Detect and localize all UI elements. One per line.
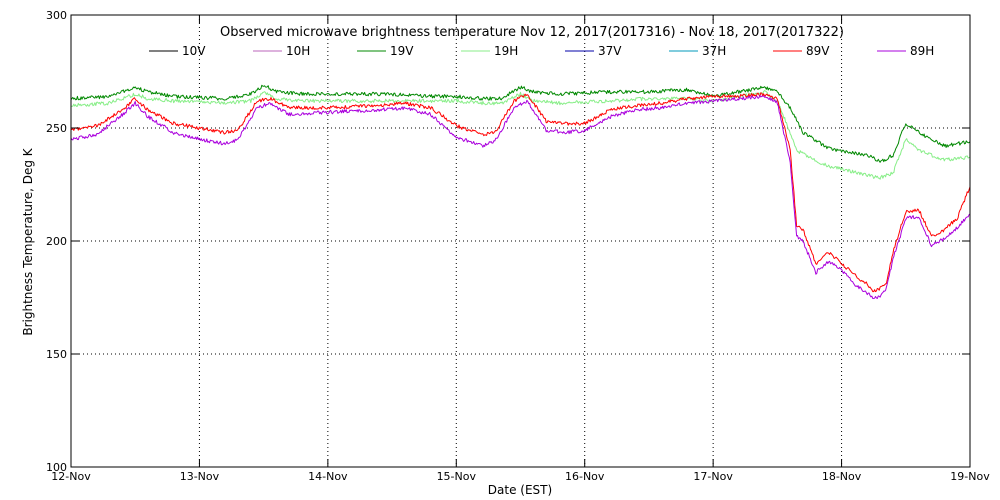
x-tick-label: 15-Nov [437, 470, 477, 483]
x-tick-label: 17-Nov [693, 470, 733, 483]
series-line-19v [70, 84, 971, 163]
legend-label-89h: 89H [910, 44, 934, 58]
x-tick-label: 18-Nov [822, 470, 862, 483]
chart-title: Observed microwave brightness temperatur… [220, 25, 844, 40]
y-tick-label: 150 [46, 348, 67, 361]
y-tick-label: 200 [46, 235, 67, 248]
ticks: 12-Nov 13-Nov 14-Nov 15-Nov 16-Nov 17-Nov 18-N… [46, 9, 990, 483]
series-line-89h [70, 94, 971, 299]
grid [71, 15, 970, 467]
series-line-89v [70, 92, 971, 293]
legend-label-19h: 19H [494, 44, 518, 58]
x-tick-label: 12-Nov [51, 470, 91, 483]
legend-label-10h: 10H [286, 44, 310, 58]
legend-label-89v: 89V [806, 44, 830, 58]
legend-label-37v: 37V [598, 44, 622, 58]
y-tick-label: 100 [46, 461, 67, 474]
series-line-19h [70, 90, 971, 180]
y-tick-label: 300 [46, 9, 67, 22]
x-tick-label: 19-Nov [950, 470, 990, 483]
legend-label-10v: 10V [182, 44, 206, 58]
legend-label-19v: 19V [390, 44, 414, 58]
y-axis-label: Brightness Temperature, Deg K [21, 147, 35, 335]
x-tick-label: 16-Nov [565, 470, 605, 483]
x-tick-label: 14-Nov [308, 470, 348, 483]
legend-label-37h: 37H [702, 44, 726, 58]
x-axis-label: Date (EST) [488, 483, 552, 497]
series-layer [70, 84, 971, 299]
x-tick-label: 13-Nov [180, 470, 220, 483]
legend: 10V 10H 19V 19H 37V 37H 89V 89H [149, 44, 934, 58]
y-tick-label: 250 [46, 122, 67, 135]
